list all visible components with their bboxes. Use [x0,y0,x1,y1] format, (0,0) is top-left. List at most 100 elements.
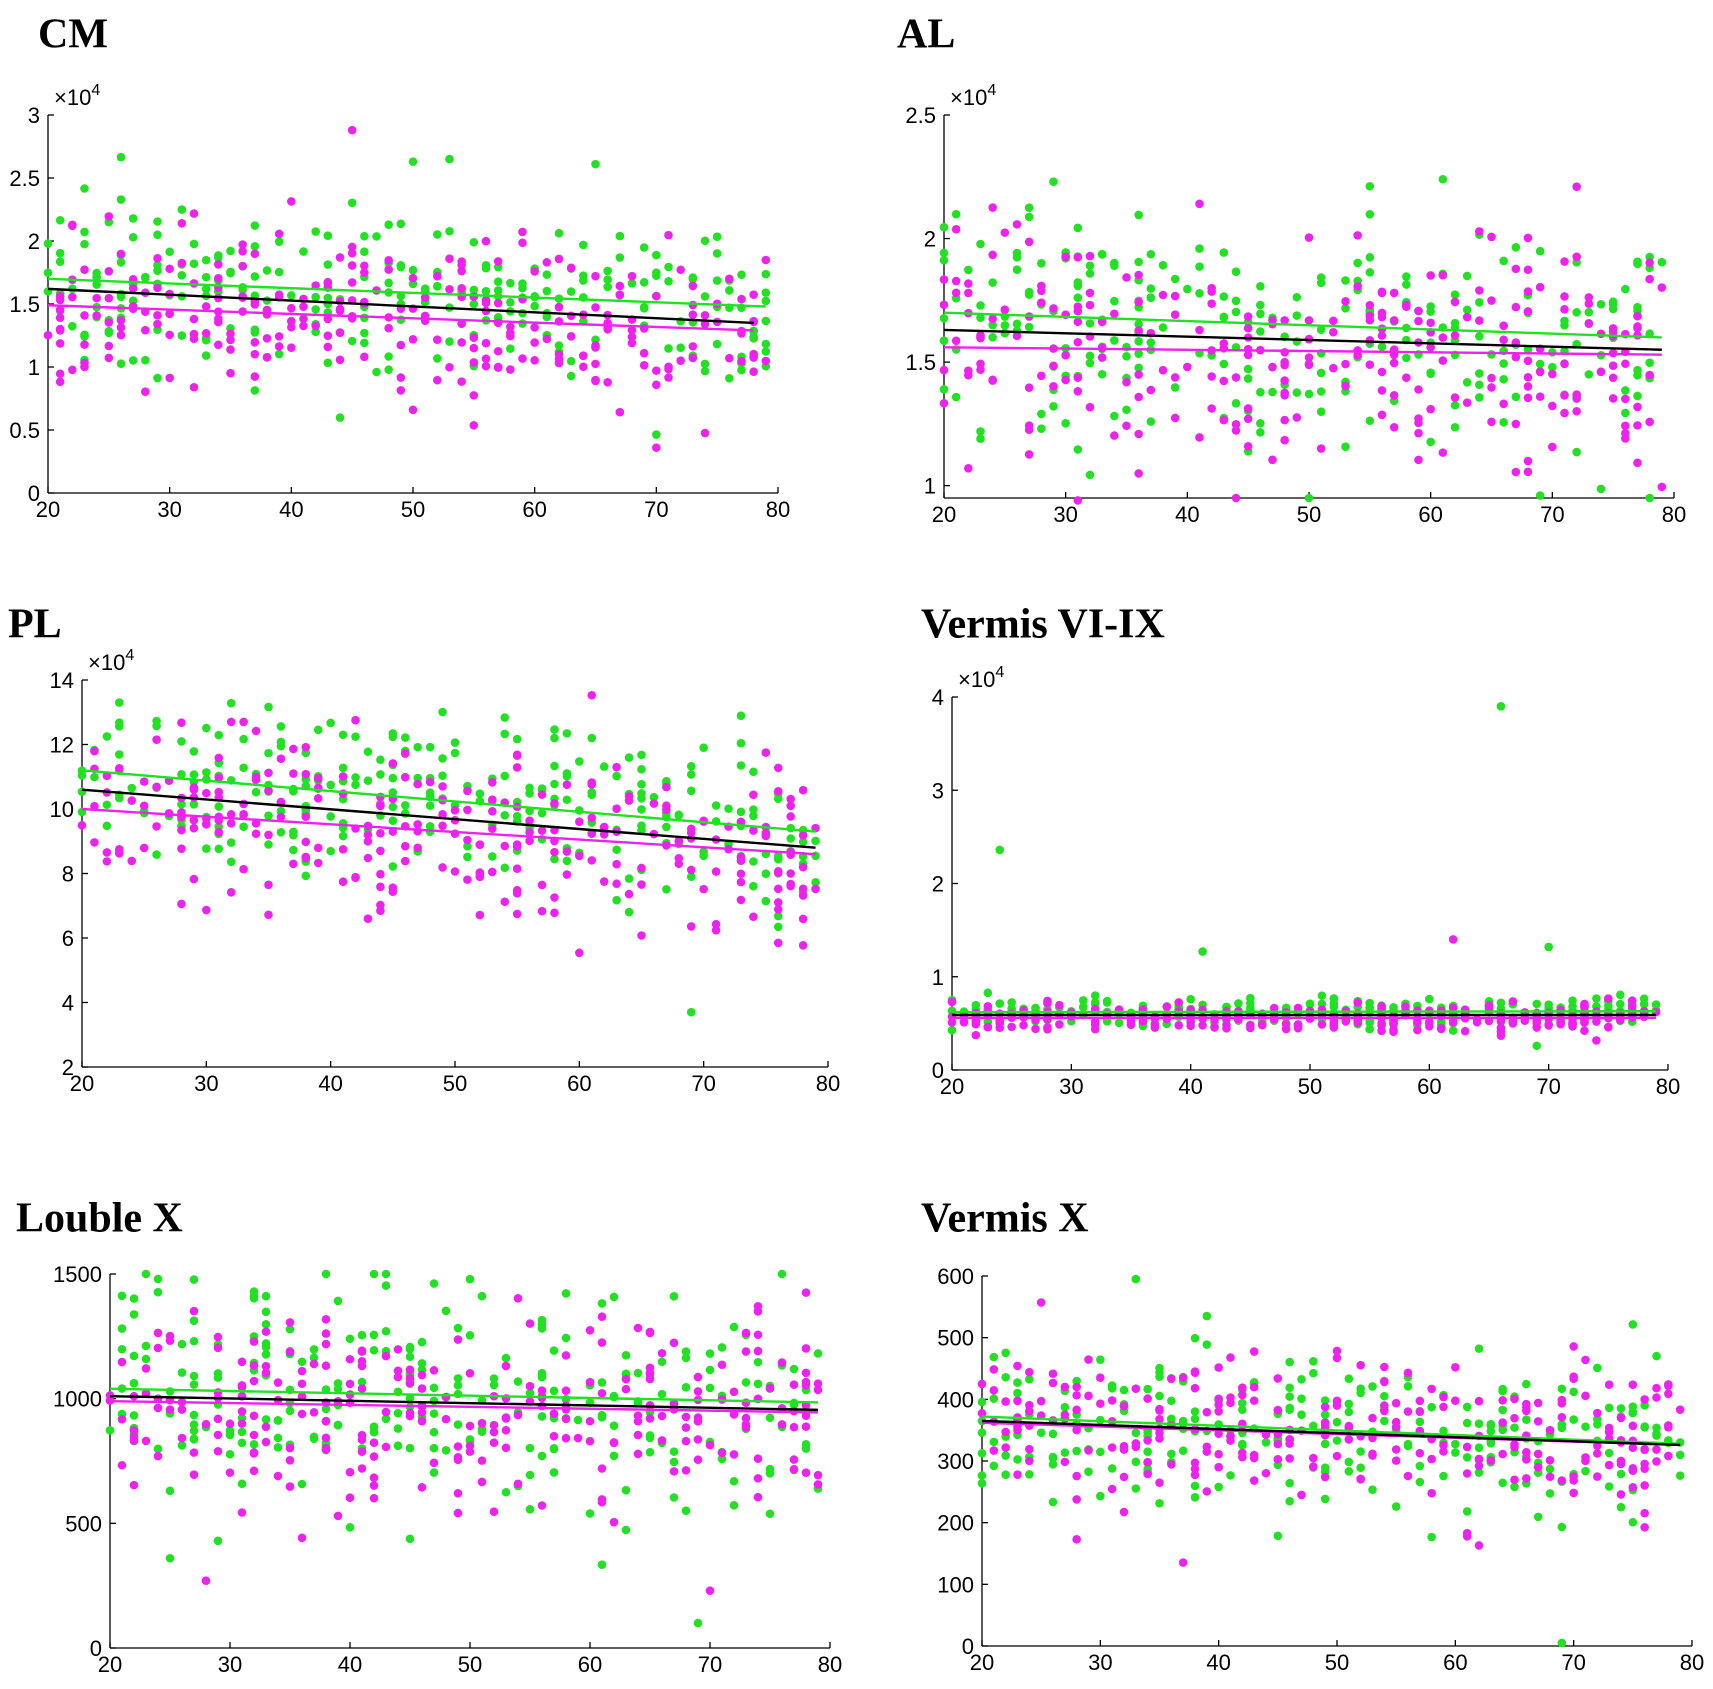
green-point [463,852,472,862]
green-point [1195,244,1204,253]
magenta-point [264,768,273,778]
green-outlier-point [1532,1041,1542,1051]
magenta-point [417,1483,427,1492]
magenta-point [513,1410,523,1420]
magenta-point [1174,998,1184,1007]
magenta-point [469,420,479,430]
green-outlier-point [1557,1638,1567,1648]
magenta-point [127,796,137,805]
magenta-point [1155,1414,1164,1424]
magenta-point [1174,1021,1184,1030]
magenta-point [506,322,515,332]
magenta-outlier-point [652,443,661,452]
magenta-point [90,746,99,756]
x-tick-label: 50 [401,497,425,522]
magenta-point [995,1019,1005,1028]
green-point [1231,399,1241,408]
green-point [566,371,576,381]
magenta-point [309,1407,319,1417]
magenta-point [1511,467,1521,477]
magenta-point [1073,387,1083,396]
magenta-point [1377,386,1387,395]
green-point [989,1394,999,1403]
magenta-point [469,358,479,367]
green-point [676,343,685,353]
axis-exponent: 4 [91,82,100,99]
green-point [450,738,460,747]
magenta-point [1222,1024,1231,1033]
green-point [1462,1418,1472,1428]
magenta-point [1640,1444,1649,1454]
magenta-point [693,1435,703,1444]
green-point [506,344,515,353]
green-point [1462,1402,1472,1412]
magenta-point [1403,1471,1413,1481]
magenta-point [488,867,497,877]
green-point [1474,1419,1484,1428]
magenta-point [1584,293,1594,302]
magenta-point [500,841,510,851]
green-point [141,1341,151,1351]
magenta-outlier-point [363,914,373,923]
green-point [1344,1407,1354,1417]
green-point [347,336,357,346]
green-point [1560,320,1569,330]
magenta-point [1425,1021,1434,1031]
magenta-point [1475,286,1484,295]
green-point [1048,1460,1058,1469]
green-point [441,1446,451,1455]
magenta-point [597,1312,607,1321]
green-point [1356,1388,1365,1398]
magenta-point [1448,1003,1458,1013]
green-point [1341,442,1350,451]
green-point [1608,304,1618,314]
magenta-point [445,254,454,263]
green-point [729,1501,739,1510]
magenta-point [711,925,721,935]
green-point [1037,424,1046,434]
magenta-point [1143,1394,1152,1403]
green-point [1261,1438,1271,1447]
green-point [939,384,949,394]
magenta-point [1226,1431,1235,1441]
green-point [1621,386,1630,395]
magenta-point [801,1411,811,1421]
green-point [761,288,771,297]
magenta-point [1231,419,1241,429]
green-point [1219,359,1229,369]
magenta-point [597,1389,607,1398]
green-point [637,764,646,774]
magenta-point [177,718,186,728]
green-point [264,840,273,849]
green-point [1639,994,1649,1003]
green-point [773,911,783,921]
magenta-point [1652,1457,1661,1466]
green-point [506,278,515,288]
green-point [749,881,758,891]
magenta-point [400,856,410,866]
magenta-point [1652,1445,1661,1454]
green-point [429,1427,439,1437]
green-point [400,733,410,742]
green-point [1403,1382,1413,1391]
magenta-point [226,345,235,354]
magenta-point [1415,1407,1425,1417]
magenta-point [450,867,460,876]
green-point [1273,1531,1283,1541]
green-point [988,333,997,342]
green-point [749,805,758,814]
green-point [1155,1363,1164,1373]
black-fit-line [47,287,754,325]
green-point [1048,1452,1058,1462]
magenta-point [347,242,357,252]
green-point [384,365,393,375]
magenta-point [289,769,298,778]
x-tick-label: 60 [578,1652,602,1677]
green-point [1344,1399,1354,1409]
green-point [1110,296,1119,306]
magenta-point [562,780,572,789]
green-point [1292,311,1302,320]
green-point [445,226,454,236]
magenta-point [141,1364,151,1373]
green-point [664,262,673,272]
